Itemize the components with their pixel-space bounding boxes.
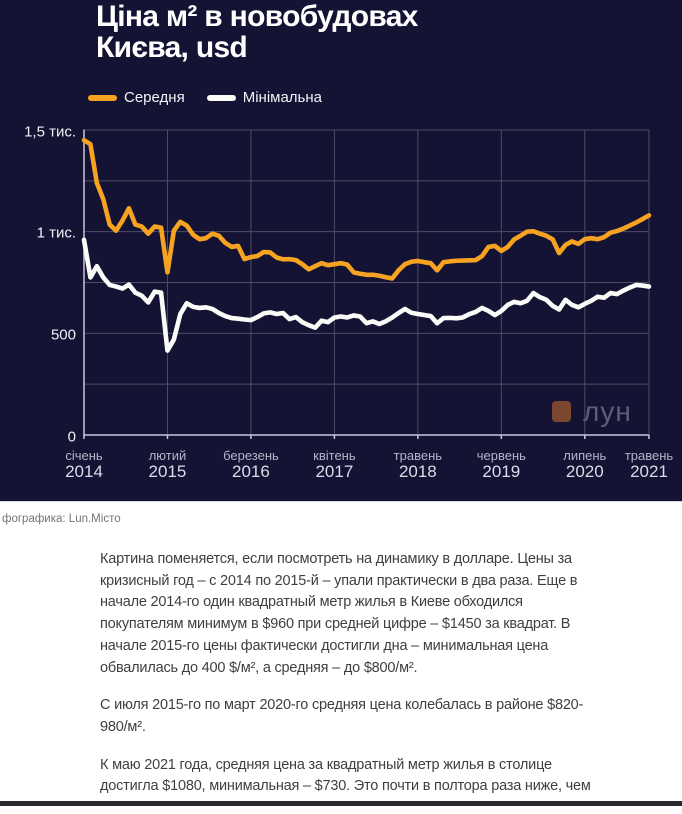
- lun-brand: лун: [552, 398, 632, 426]
- x-tick-month-2017: квітень: [313, 448, 356, 463]
- lun-logo-icon: [552, 401, 571, 422]
- plot-area: [81, 129, 652, 439]
- x-tick-year-2014: 2014: [65, 462, 103, 481]
- x-tick-month-2021: травень: [624, 448, 674, 463]
- y-tick-label-1000: 1 тис.: [36, 224, 76, 242]
- x-tick-month-2019: червень: [476, 448, 526, 463]
- legend-item-minimum: Мінімальна: [206, 89, 322, 106]
- x-tick-year-2015: 2015: [148, 462, 187, 481]
- article-paragraph-3: К маю 2021 года, средняя цена за квадрат…: [100, 756, 591, 795]
- legend-label-minimum: Мінімальна: [242, 89, 322, 106]
- x-tick-month-2015: лютий: [148, 448, 187, 463]
- y-tick-label-500: 500: [50, 326, 76, 344]
- figure-caption: фографика: Lun.Місто: [2, 513, 121, 525]
- y-tick-label-0: 0: [67, 428, 76, 445]
- average-price-line: [81, 137, 652, 281]
- x-tick-month-2016: березень: [223, 448, 279, 463]
- article-paragraph-2: С июля 2015-го по март 2020-го средняя ц…: [100, 697, 584, 735]
- minimum-line-swatch: [206, 94, 236, 101]
- x-tick-month-2018: травень: [393, 448, 443, 463]
- average-line-swatch: [88, 94, 117, 101]
- x-tick-year-2021: 2021: [630, 462, 668, 481]
- article-paragraph-1: Картина поменяется, если посмотреть на д…: [100, 551, 578, 676]
- minimum-price-line: [81, 237, 652, 353]
- legend-label-average: Середня: [124, 89, 185, 106]
- y-tick-label-1500: 1,5 тис.: [24, 123, 76, 140]
- price-chart-figure: Ціна м² в новобудовах Києва, usd Середня…: [0, 0, 682, 502]
- x-tick-year-2017: 2017: [315, 462, 354, 481]
- x-tick-month-2020: липень: [563, 448, 607, 463]
- chart-legend: Середня Мінімальна: [88, 89, 344, 106]
- x-tick-year-2018: 2018: [398, 462, 437, 481]
- lun-logo-text: лун: [583, 396, 632, 427]
- bottom-strip: [0, 801, 682, 806]
- article-body: Картина поменяется, если посмотреть на д…: [100, 549, 612, 814]
- legend-item-average: Середня: [88, 89, 185, 106]
- x-tick-year-2016: 2016: [232, 462, 270, 481]
- chart-title: Ціна м² в новобудовах Києва, usd: [96, 0, 418, 64]
- x-tick-month-2014: січень: [65, 448, 103, 463]
- x-tick-year-2020: 2020: [565, 462, 604, 481]
- x-tick-year-2019: 2019: [482, 462, 521, 481]
